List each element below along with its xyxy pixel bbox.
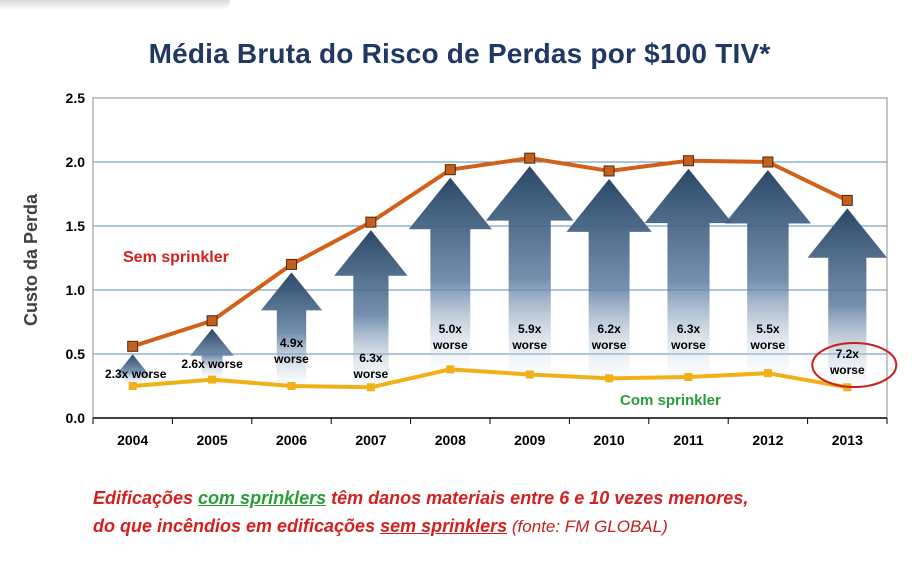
ratio-annotation-line: 7.2x xyxy=(836,347,860,361)
caption-text-3: do que incêndios em edificações xyxy=(93,516,381,536)
ratio-annotation: 5.9x worse xyxy=(511,322,547,352)
arrow-layer xyxy=(113,166,888,386)
ratio-annotation: 5.5x worse xyxy=(750,322,786,352)
data-point-sem-sprinkler xyxy=(444,164,456,176)
ratio-annotation-line: worse xyxy=(829,363,865,377)
data-point-com-sprinkler xyxy=(763,369,772,378)
data-point-com-sprinkler xyxy=(128,382,137,390)
ratio-annotation-line: 2.6x worse xyxy=(181,357,243,371)
ratio-annotation: 7.2x worse xyxy=(829,347,865,377)
y-tick-label: 1.0 xyxy=(66,282,86,298)
caption-sem-sprinklers: sem sprinklers xyxy=(380,516,508,536)
data-point-sem-sprinkler xyxy=(286,258,297,270)
data-point-sem-sprinkler xyxy=(365,216,377,228)
data-point-sem-sprinkler xyxy=(127,340,139,352)
data-point-com-sprinkler xyxy=(208,375,217,384)
y-axis-label: Custo da Perda xyxy=(21,193,41,326)
data-point-sem-sprinkler xyxy=(762,156,774,168)
gain-arrow xyxy=(408,177,492,368)
chart-title: Média Bruta do Risco de Perdas por $100 … xyxy=(148,38,771,69)
gain-arrow xyxy=(260,272,323,384)
gain-arrow xyxy=(113,354,152,384)
ratio-annotation-line: worse xyxy=(750,338,786,352)
ratio-annotation-line: worse xyxy=(432,338,468,352)
ratio-annotation: 4.9x worse xyxy=(273,336,309,366)
ratio-annotation-line: worse xyxy=(273,352,309,366)
axis-layer: 0.0 0.5 1.0 1.5 2.0 2.5 2004 2005 2006 2007 2008 20… xyxy=(21,90,888,448)
series-line-sem-sprinkler xyxy=(132,156,849,349)
caption-com-sprinklers: com sprinklers xyxy=(198,488,327,508)
x-tick-label: 2013 xyxy=(832,432,863,448)
caption-text-2: têm danos materiais entre 6 e 10 vezes m… xyxy=(326,488,749,508)
data-point-sem-sprinkler xyxy=(206,315,218,327)
gain-arrow xyxy=(485,166,574,373)
data-point-sem-sprinkler xyxy=(524,152,536,164)
x-tick-label: 2007 xyxy=(355,432,386,448)
data-point-com-sprinkler xyxy=(605,374,614,383)
gain-arrow xyxy=(190,328,234,378)
ratio-annotation-line: worse xyxy=(591,338,627,352)
ratio-annotation-line: 2.3x worse xyxy=(105,367,167,381)
ratio-annotation-line: worse xyxy=(670,338,706,352)
x-tick-label: 2008 xyxy=(435,432,466,448)
data-point-sem-sprinkler xyxy=(841,194,853,206)
ratio-annotation-line: 4.9x xyxy=(280,336,304,350)
gain-arrow xyxy=(724,170,812,372)
label-layer: Sem sprinkler Com sprinkler 2.3x worse 2.6x… xyxy=(105,249,898,409)
caption-line-1: Edificações com sprinklers têm danos mat… xyxy=(93,484,893,512)
ratio-annotation-line: 6.2x xyxy=(597,322,621,336)
ratio-annotation: 5.0x worse xyxy=(432,322,468,352)
ratio-annotation: 6.3x worse xyxy=(353,351,389,381)
y-tick-label: 0.0 xyxy=(66,410,86,426)
y-tick-label: 0.5 xyxy=(66,346,86,362)
ratio-annotation: 6.3x worse xyxy=(670,322,706,352)
ratio-annotation: 6.2x worse xyxy=(591,322,627,352)
x-tick-label: 2011 xyxy=(673,432,704,448)
ratio-annotation-line: 5.0x xyxy=(439,322,463,336)
caption-source: (fonte: FM GLOBAL) xyxy=(507,517,668,536)
ratio-annotation-line: 5.9x xyxy=(518,322,542,336)
ratio-annotation: 2.3x worse xyxy=(105,367,167,381)
data-point-com-sprinkler xyxy=(287,382,296,390)
series-line-com-sprinkler xyxy=(132,367,848,390)
highlight-ellipse xyxy=(811,342,898,388)
ratio-annotation-line: 6.3x xyxy=(677,322,701,336)
caption-line-2: do que incêndios em edificações sem spri… xyxy=(93,512,893,541)
x-tick-label: 2010 xyxy=(594,432,625,448)
x-tick-label: 2012 xyxy=(752,432,783,448)
series-label-com-sprinkler: Com sprinkler xyxy=(620,392,721,409)
series-layer xyxy=(127,152,853,392)
y-tick-label: 2.0 xyxy=(66,154,86,170)
caption-text-1: Edificações xyxy=(93,488,199,508)
data-point-com-sprinkler xyxy=(525,370,534,379)
ratio-annotation: 2.6x worse xyxy=(181,357,243,371)
gain-arrow xyxy=(566,178,652,377)
gain-arrow xyxy=(334,230,408,386)
gain-arrow xyxy=(807,208,888,386)
y-tick-label: 2.5 xyxy=(66,90,86,106)
x-tick-label: 2009 xyxy=(514,432,545,448)
ratio-annotation-line: 5.5x xyxy=(756,322,780,336)
caption: Edificações com sprinklers têm danos mat… xyxy=(93,484,893,541)
x-tick-label: 2006 xyxy=(276,432,307,448)
data-point-com-sprinkler xyxy=(366,383,375,392)
ratio-annotation-line: worse xyxy=(511,338,547,352)
top-shadow xyxy=(0,0,230,10)
y-tick-label: 1.5 xyxy=(66,218,86,234)
gain-arrow xyxy=(644,168,733,376)
series-label-sem-sprinkler: Sem sprinkler xyxy=(123,249,229,266)
data-point-sem-sprinkler xyxy=(603,165,615,177)
ratio-annotation-line: 6.3x xyxy=(359,351,383,365)
x-tick-label: 2004 xyxy=(117,432,148,448)
x-tick-label: 2005 xyxy=(197,432,228,448)
data-point-com-sprinkler xyxy=(446,365,455,374)
data-point-com-sprinkler xyxy=(684,373,693,382)
ratio-annotation-line: worse xyxy=(353,367,389,381)
data-point-sem-sprinkler xyxy=(683,155,694,167)
